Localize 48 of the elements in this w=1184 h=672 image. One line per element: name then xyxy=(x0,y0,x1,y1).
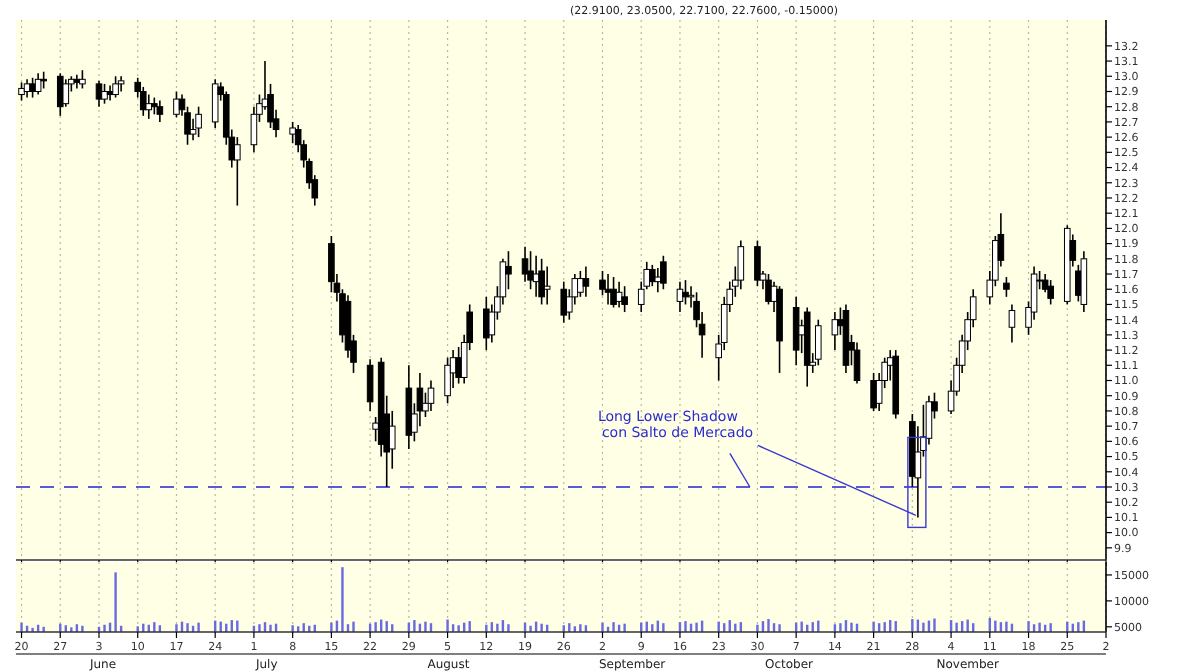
candlestick xyxy=(792,296,800,367)
candlestick xyxy=(610,276,617,309)
candlestick xyxy=(101,83,108,105)
candlestick xyxy=(195,105,202,138)
candlestick xyxy=(1080,250,1088,313)
candlestick xyxy=(648,264,656,287)
candlestick xyxy=(328,235,335,294)
candlestick xyxy=(621,285,628,313)
candlestick xyxy=(853,341,861,385)
candlestick xyxy=(831,311,839,351)
candlestick xyxy=(139,86,147,117)
candlestick xyxy=(455,346,462,385)
candlestick xyxy=(211,78,219,129)
candlestick xyxy=(444,356,451,405)
candlestick xyxy=(870,372,877,412)
candlestick xyxy=(289,121,296,145)
candlestick xyxy=(234,136,241,207)
candlestick xyxy=(599,270,606,297)
candlestick xyxy=(405,364,413,450)
candlestick xyxy=(660,254,667,291)
candlestick xyxy=(79,69,86,90)
candlestick xyxy=(173,90,180,119)
candlestick xyxy=(527,250,534,291)
candlestick xyxy=(737,239,745,291)
candlestick xyxy=(654,267,662,294)
candlestick xyxy=(366,358,374,412)
candlestick xyxy=(560,280,568,324)
candlestick xyxy=(156,99,164,123)
candlestick xyxy=(814,318,822,367)
candlestick xyxy=(29,77,36,99)
candlestick xyxy=(577,270,584,298)
candlestick xyxy=(538,258,545,306)
candlestick xyxy=(34,72,42,96)
candlestick xyxy=(1003,276,1010,298)
candlestick xyxy=(543,265,551,306)
candlestick xyxy=(754,239,761,287)
candlestick xyxy=(521,245,529,283)
candlestick xyxy=(582,265,590,298)
candlestick xyxy=(62,78,70,108)
candlestick xyxy=(18,81,25,102)
candlestick xyxy=(112,75,119,99)
candlestick xyxy=(505,250,512,291)
candlestick xyxy=(1008,303,1016,344)
candlestick xyxy=(1047,279,1054,306)
candlestick xyxy=(765,273,772,306)
candlestick xyxy=(427,379,435,412)
candlestick xyxy=(682,279,689,306)
candlestick xyxy=(145,93,153,120)
